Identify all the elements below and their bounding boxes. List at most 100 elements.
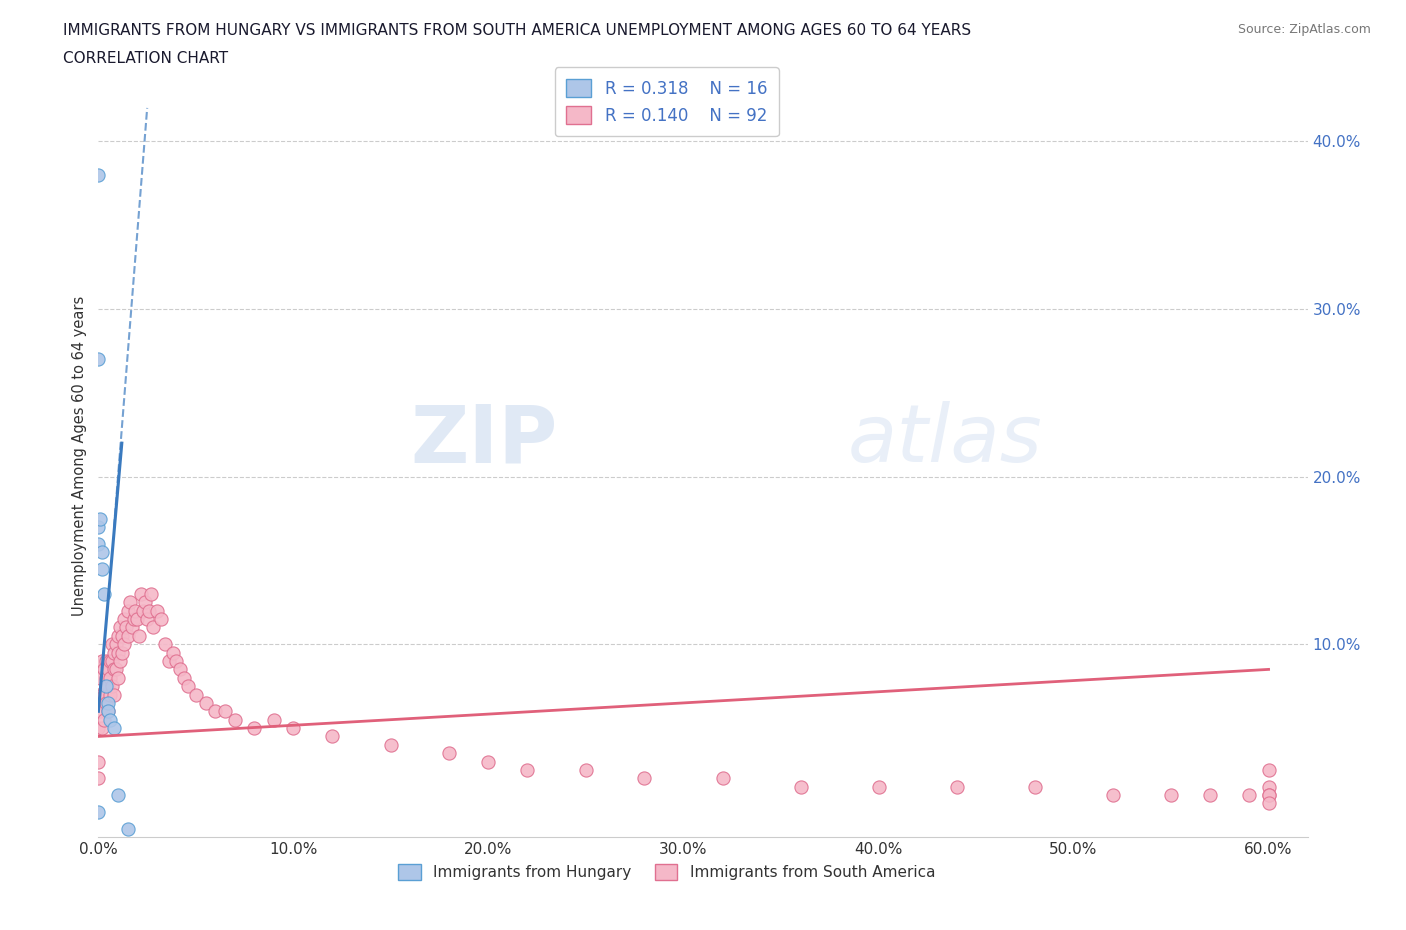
Point (162, 645, 184, 660)
Point (138, 604, 160, 618)
Point (98, 712, 121, 727)
Point (132, 604, 155, 618)
Point (87, 804, 110, 819)
Point (87, 754, 110, 769)
Point (91, 687, 114, 702)
Point (1257, 779, 1279, 794)
Point (103, 645, 125, 660)
Y-axis label: Unemployment Among Ages 60 to 64 years: Unemployment Among Ages 60 to 64 years (72, 296, 87, 616)
Point (1101, 788, 1123, 803)
Point (633, 771, 655, 786)
Point (87, 537, 110, 551)
Point (107, 671, 129, 685)
Point (127, 612, 149, 627)
Point (118, 595, 141, 610)
Point (108, 654, 131, 669)
Text: ZIP: ZIP (411, 402, 558, 480)
Point (1024, 779, 1046, 794)
Point (93, 712, 115, 727)
Point (87, 721, 110, 736)
Point (93, 687, 115, 702)
Point (97, 704, 120, 719)
Point (89, 512, 111, 526)
Point (122, 612, 145, 627)
Point (146, 604, 169, 618)
Point (1257, 763, 1279, 777)
Point (789, 779, 811, 794)
Point (91, 654, 114, 669)
Point (103, 687, 125, 702)
Point (117, 604, 139, 618)
Point (243, 721, 266, 736)
Point (204, 704, 226, 719)
Point (134, 595, 156, 610)
Point (98, 687, 121, 702)
Point (1257, 788, 1279, 803)
Point (97, 679, 120, 694)
Point (87, 687, 110, 702)
Point (945, 779, 967, 794)
Point (91, 721, 114, 736)
Point (112, 612, 135, 627)
Point (101, 654, 124, 669)
Point (112, 637, 135, 652)
Point (711, 771, 734, 786)
Point (87, 352, 110, 366)
Point (1237, 788, 1260, 803)
Point (157, 654, 180, 669)
Point (98, 654, 121, 669)
Point (153, 637, 176, 652)
Point (1257, 788, 1279, 803)
Point (101, 679, 124, 694)
Point (214, 704, 236, 719)
Text: CORRELATION CHART: CORRELATION CHART (63, 51, 228, 66)
Point (139, 587, 162, 602)
Point (89, 671, 111, 685)
Point (111, 645, 134, 660)
Point (117, 821, 139, 836)
Point (169, 662, 191, 677)
Point (173, 671, 195, 685)
Point (108, 620, 131, 635)
Point (131, 587, 153, 602)
Point (111, 629, 134, 644)
Point (117, 629, 139, 644)
Text: Source: ZipAtlas.com: Source: ZipAtlas.com (1237, 23, 1371, 36)
Point (136, 612, 159, 627)
Text: atlas: atlas (848, 402, 1043, 480)
Text: IMMIGRANTS FROM HUNGARY VS IMMIGRANTS FROM SOUTH AMERICA UNEMPLOYMENT AMONG AGES: IMMIGRANTS FROM HUNGARY VS IMMIGRANTS FR… (63, 23, 972, 38)
Point (165, 654, 187, 669)
Legend: Immigrants from Hungary, Immigrants from South America: Immigrants from Hungary, Immigrants from… (392, 858, 941, 886)
Point (97, 704, 120, 719)
Point (87, 771, 110, 786)
Point (1160, 788, 1182, 803)
Point (104, 637, 127, 652)
Point (91, 545, 114, 560)
Point (96, 671, 118, 685)
Point (103, 662, 125, 677)
Point (97, 662, 120, 677)
Point (439, 746, 461, 761)
Point (89, 704, 111, 719)
Point (96, 696, 118, 711)
Point (142, 620, 165, 635)
Point (283, 721, 305, 736)
Point (124, 604, 146, 618)
Point (184, 687, 207, 702)
Point (107, 645, 129, 660)
Point (263, 712, 285, 727)
Point (93, 587, 115, 602)
Point (177, 679, 200, 694)
Point (96, 679, 118, 694)
Point (91, 562, 114, 577)
Point (114, 620, 136, 635)
Point (868, 779, 890, 794)
Point (477, 754, 499, 769)
Point (1257, 796, 1279, 811)
Point (96, 654, 118, 669)
Point (1199, 788, 1222, 803)
Point (575, 763, 598, 777)
Point (107, 629, 129, 644)
Point (321, 729, 343, 744)
Point (107, 788, 129, 803)
